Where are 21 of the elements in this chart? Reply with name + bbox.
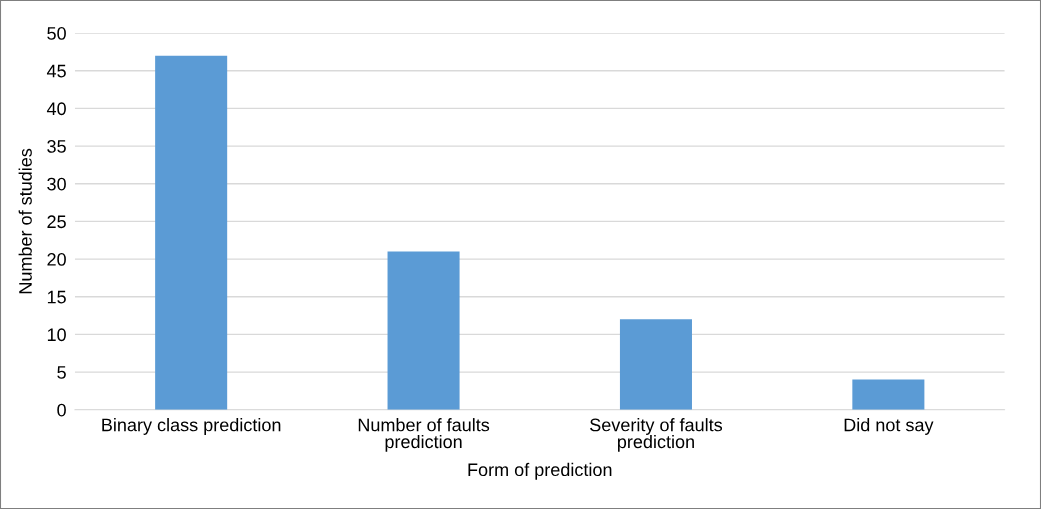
- y-tick-label: 15: [47, 290, 66, 304]
- x-tick-label: Number of faults prediction: [358, 418, 490, 452]
- x-axis-title: Form of prediction: [468, 462, 612, 480]
- y-tick-label: 25: [47, 215, 66, 229]
- x-tick-label: Severity of faults prediction: [590, 418, 723, 452]
- y-tick-label: 10: [47, 328, 66, 342]
- y-tick-label: 0: [57, 403, 66, 417]
- y-tick-label: 35: [47, 140, 66, 153]
- y-tick-label: 40: [46, 102, 66, 116]
- y-axis-title: Number of studies: [18, 148, 32, 294]
- y-tick-label: 20: [47, 253, 66, 266]
- y-tick-label: 50: [47, 27, 66, 40]
- bar: [852, 379, 925, 410]
- y-tick-label: 30: [47, 177, 66, 191]
- x-tick-label: Binary class prediction: [102, 418, 281, 435]
- bar: [155, 55, 228, 410]
- bar: [619, 319, 692, 410]
- bar: [387, 251, 460, 410]
- y-tick-label: 45: [46, 64, 66, 78]
- x-tick-label: Did not say: [844, 418, 934, 435]
- y-tick-label: 5: [57, 366, 66, 379]
